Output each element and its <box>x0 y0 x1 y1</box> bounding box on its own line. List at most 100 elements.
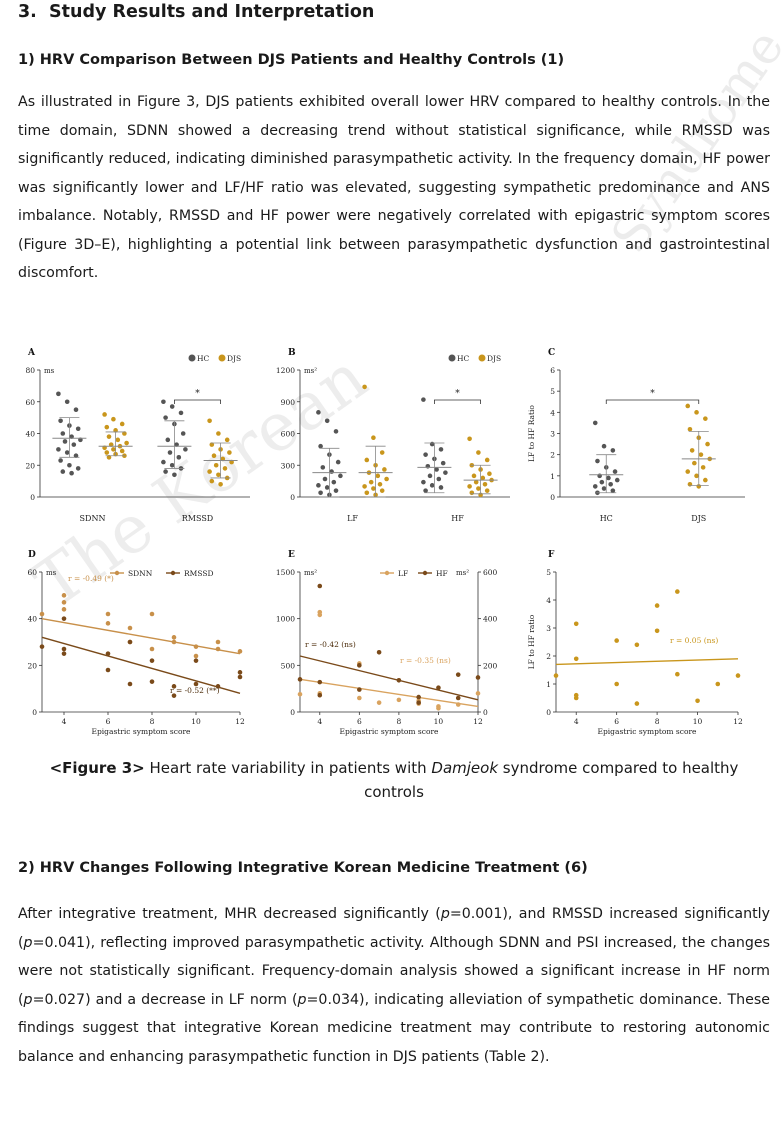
y-tick-label: 2 <box>546 652 551 661</box>
category-label: DJS <box>691 514 706 523</box>
series-rmssd-point <box>61 646 67 652</box>
data-point <box>216 472 221 478</box>
data-point <box>56 447 61 452</box>
y-tick-label: 1 <box>546 680 551 689</box>
y-tick-label: 600 <box>281 430 296 439</box>
series-sdnn-point <box>193 653 199 659</box>
data-point <box>487 471 492 477</box>
series-ratio-regression-line <box>555 658 739 666</box>
data-point <box>209 478 215 484</box>
category-label: HC <box>600 514 613 523</box>
figure-panel-a: A 0 20 40 60 80 ms SDNN RMSSD HC DJS * <box>25 348 250 523</box>
series-hf-point <box>357 663 362 668</box>
data-point <box>687 482 693 487</box>
data-point <box>122 431 127 436</box>
data-point <box>429 483 435 488</box>
series-ratio-r-label: r = 0.05 (ns) <box>670 636 718 645</box>
data-point <box>316 410 321 415</box>
legend-label-rmssd: RMSSD <box>184 569 213 578</box>
x-tick-label: 10 <box>693 717 703 726</box>
legend-label-sdnn: SDNN <box>128 569 153 578</box>
data-point <box>694 410 699 415</box>
paragraph-1: As illustrated in Figure 3, DJS patients… <box>18 94 770 281</box>
category-label: LF <box>347 514 358 523</box>
y-tick-label: 600 <box>483 568 498 577</box>
x-tick-label: 12 <box>733 717 743 726</box>
legend-marker-hc <box>188 354 196 362</box>
legend-marker-djs <box>218 354 226 362</box>
data-point <box>427 473 433 479</box>
legend-marker-rmssd <box>170 570 176 576</box>
figure-panel-c: C 0 1 2 3 4 5 6 LF to HF Ratio HC DJS * <box>527 348 745 523</box>
data-point <box>467 436 472 442</box>
y-tick-label: 500 <box>281 661 296 670</box>
significance-bracket <box>434 399 481 404</box>
data-point <box>703 416 708 421</box>
data-point <box>434 467 439 472</box>
data-point <box>324 485 330 490</box>
data-point <box>207 418 212 424</box>
data-point <box>180 431 186 436</box>
data-point <box>64 399 70 405</box>
data-point <box>685 469 691 474</box>
y-unit-label: ms² <box>304 367 317 375</box>
series-lf-point <box>396 697 402 703</box>
series-lf-point <box>436 705 441 711</box>
y-tick-label: 0 <box>290 493 295 502</box>
series-lf-point <box>376 700 382 705</box>
data-point <box>216 431 221 436</box>
data-point <box>75 426 81 432</box>
data-point <box>320 465 326 470</box>
y-unit-label: ms² <box>304 569 317 577</box>
data-point <box>362 384 367 390</box>
y-tick-label: 40 <box>27 615 37 624</box>
y-unit-label: ms² <box>456 569 469 577</box>
data-point <box>608 482 613 487</box>
data-point <box>429 441 435 447</box>
data-point <box>211 453 217 459</box>
x-axis-label: Epigastric symptom score <box>598 727 698 736</box>
data-point <box>379 488 385 493</box>
data-point <box>163 415 168 420</box>
x-tick-label: 10 <box>434 717 444 726</box>
panel-letter: E <box>288 550 295 560</box>
data-point <box>178 410 184 416</box>
series-sdnn-point <box>39 611 45 617</box>
paragraph-2: After integrative treatment, MHR decreas… <box>18 900 770 1071</box>
y-tick-label: 900 <box>281 398 296 407</box>
data-point <box>58 418 63 424</box>
series-ratio-point <box>654 628 660 634</box>
y-tick-label: 0 <box>546 708 551 717</box>
data-point <box>161 459 166 465</box>
y-tick-label: 5 <box>550 387 555 396</box>
series-sdnn-point <box>105 621 111 626</box>
series-hf-point <box>416 700 421 705</box>
data-point <box>371 435 376 441</box>
series-hf-r-label: r = -0.42 (ns) <box>305 640 356 649</box>
p-value-symbol: p <box>440 906 450 922</box>
y-tick-label: 1 <box>550 472 555 481</box>
panel-letter: F <box>548 550 555 560</box>
para2-seg-5: =0.034), indicating alleviation of sympa… <box>18 991 770 1065</box>
subsection-title-2: HRV Changes Following Integrative Korean… <box>39 860 588 876</box>
data-point <box>322 476 328 482</box>
series-ratio-point <box>735 673 741 678</box>
data-point <box>436 476 442 482</box>
panel-letter: C <box>548 348 555 358</box>
series-sdnn-r-label: r = -0.49 (*) <box>68 574 114 583</box>
panel-letter: D <box>28 550 36 560</box>
legend-label-lf: LF <box>398 569 408 578</box>
data-point <box>703 477 708 483</box>
figure-panel-e: E 0 500 1000 1500 ms² 0 200 400 600 ms² 4 6 8 10 12 Epig… <box>276 550 498 736</box>
data-point <box>689 448 695 453</box>
data-point <box>592 484 598 489</box>
y-tick-label: 4 <box>550 408 555 417</box>
caption-italic: Damjeok <box>431 759 499 777</box>
panel-letter: B <box>288 348 296 358</box>
data-point <box>318 490 323 496</box>
data-point <box>471 473 477 479</box>
series-sdnn-point <box>61 600 67 605</box>
data-point <box>364 457 370 463</box>
para2-seg-3: =0.041), reflecting improved parasympath… <box>18 934 770 1008</box>
data-point <box>124 440 129 446</box>
